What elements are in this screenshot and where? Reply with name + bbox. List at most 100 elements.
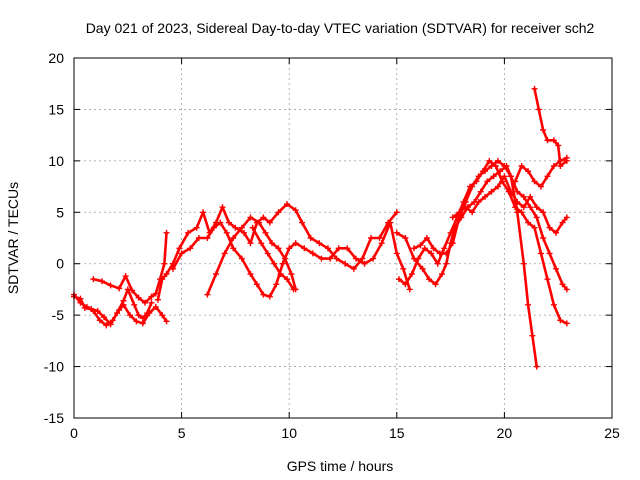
data-point xyxy=(537,183,544,190)
data-point xyxy=(148,293,155,300)
data-point xyxy=(253,281,260,288)
data-point xyxy=(563,157,570,164)
data-point xyxy=(415,255,422,262)
data-point xyxy=(563,214,570,221)
data-point xyxy=(462,204,469,211)
data-point xyxy=(230,235,237,241)
data-point xyxy=(469,183,476,190)
markers-track-6 xyxy=(204,214,299,298)
data-point xyxy=(512,178,519,185)
data-point xyxy=(540,235,547,241)
data-point xyxy=(563,286,570,293)
data-point xyxy=(163,271,170,277)
data-point xyxy=(131,301,138,308)
data-point xyxy=(553,265,560,272)
data-point xyxy=(148,299,155,306)
data-point xyxy=(514,188,521,195)
data-point xyxy=(393,229,400,236)
data-point xyxy=(271,260,278,267)
data-point xyxy=(352,255,359,262)
y-tick-label: 10 xyxy=(48,153,64,169)
data-point xyxy=(520,204,527,211)
data-point xyxy=(447,229,454,236)
chart-title: Day 021 of 2023, Sidereal Day-to-day VTE… xyxy=(86,20,595,36)
data-point xyxy=(163,229,170,236)
series-track-6 xyxy=(206,216,297,296)
data-point xyxy=(449,240,456,247)
data-point xyxy=(195,235,202,241)
data-point xyxy=(378,240,385,247)
data-point xyxy=(217,219,224,226)
data-point xyxy=(210,224,217,231)
data-point xyxy=(185,229,192,236)
data-point xyxy=(292,240,299,247)
data-point xyxy=(370,255,377,262)
data-point xyxy=(387,219,394,226)
y-axis-label: SDTVAR / TECUs xyxy=(5,182,21,294)
data-point xyxy=(163,318,170,325)
data-point xyxy=(421,245,428,252)
x-axis-label: GPS time / hours xyxy=(287,458,394,474)
data-point xyxy=(557,163,564,169)
series-track-5 xyxy=(171,221,411,298)
data-point xyxy=(395,276,402,283)
data-point xyxy=(525,168,532,175)
markers-track-7 xyxy=(249,224,297,293)
data-point xyxy=(342,260,349,267)
data-point xyxy=(469,209,476,216)
data-point xyxy=(443,260,450,267)
data-point xyxy=(139,320,146,327)
data-point xyxy=(225,219,232,226)
series-track-2 xyxy=(72,288,153,326)
data-point xyxy=(488,188,495,195)
data-point xyxy=(88,305,95,312)
data-point xyxy=(430,245,437,252)
data-point xyxy=(408,271,415,277)
data-point xyxy=(260,291,267,298)
data-point xyxy=(232,224,239,231)
x-tick-label: 0 xyxy=(70,425,78,441)
data-point xyxy=(275,245,282,252)
data-point xyxy=(318,255,325,262)
data-point xyxy=(221,250,228,257)
data-point xyxy=(277,271,284,277)
data-point xyxy=(553,229,560,236)
data-point xyxy=(152,290,159,297)
data-point xyxy=(527,204,534,211)
data-point xyxy=(512,204,519,211)
data-point xyxy=(142,299,149,306)
data-point xyxy=(531,224,538,231)
series-layer xyxy=(71,85,570,370)
data-point xyxy=(546,250,553,257)
data-point xyxy=(247,240,254,247)
data-point xyxy=(213,271,220,277)
data-point xyxy=(367,235,374,241)
data-point xyxy=(344,245,351,252)
data-point xyxy=(268,240,275,247)
data-point xyxy=(400,265,407,272)
data-point xyxy=(219,204,226,211)
y-tick-label: 5 xyxy=(56,204,64,220)
data-point xyxy=(533,363,540,370)
y-tick-label: -15 xyxy=(44,410,64,426)
data-point xyxy=(402,281,409,288)
data-point xyxy=(419,265,426,272)
data-point xyxy=(537,250,544,257)
data-point xyxy=(462,199,469,205)
markers-track-10 xyxy=(411,157,570,293)
x-tick-label: 15 xyxy=(389,425,405,441)
data-point xyxy=(256,219,263,226)
data-point xyxy=(507,173,514,180)
series-track-8 xyxy=(395,164,538,368)
data-point xyxy=(81,304,88,311)
data-point xyxy=(107,321,114,328)
data-point xyxy=(475,173,482,180)
data-point xyxy=(299,219,306,226)
data-point xyxy=(152,303,159,310)
data-point xyxy=(531,178,538,185)
data-point xyxy=(144,310,151,317)
data-point xyxy=(484,178,491,185)
data-point xyxy=(456,214,463,221)
data-point xyxy=(316,240,323,247)
